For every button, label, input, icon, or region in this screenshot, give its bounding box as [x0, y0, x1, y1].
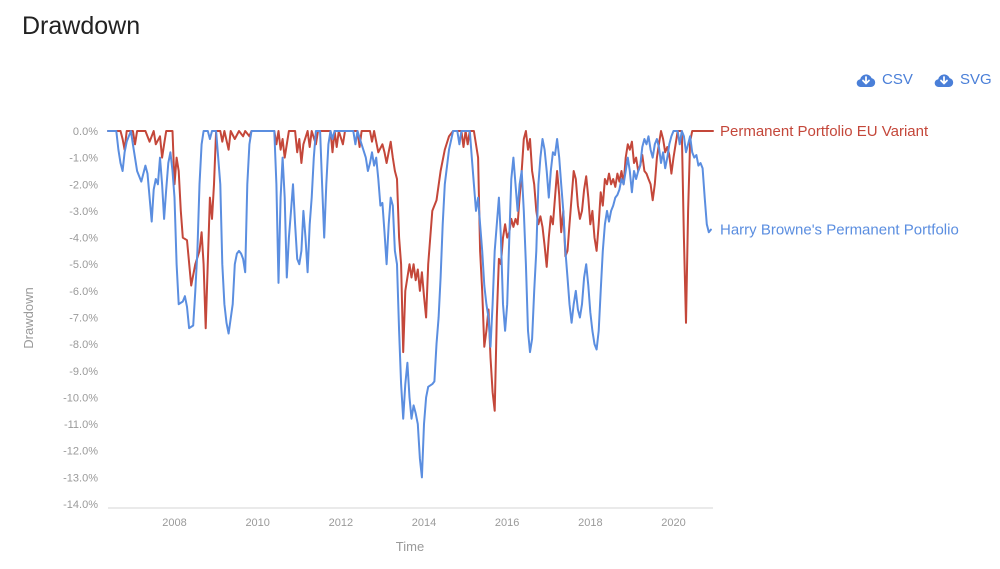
y-tick-label: -7.0%: [69, 313, 98, 325]
series-label-eu-variant: Permanent Portfolio EU Variant: [720, 123, 929, 140]
y-tick-label: -11.0%: [64, 419, 98, 431]
svg-download-button[interactable]: SVG: [933, 71, 992, 88]
x-axis: 2008 2010 2012 2014 2016 2018 2020: [108, 507, 713, 529]
x-tick-label: 2020: [661, 517, 685, 529]
y-tick-label: -9.0%: [69, 366, 98, 378]
y-tick-label: -4.0%: [69, 233, 98, 245]
series-line-eu-variant: [107, 130, 714, 412]
x-tick-label: 2018: [578, 517, 602, 529]
y-tick-label: -8.0%: [69, 339, 98, 351]
x-tick-label: 2010: [245, 517, 269, 529]
x-tick-label: 2016: [495, 517, 519, 529]
x-tick-label: 2012: [329, 517, 353, 529]
y-tick-label: -12.0%: [63, 446, 98, 458]
x-tick-label: 2008: [162, 517, 186, 529]
y-tick-label: -2.0%: [69, 179, 98, 191]
series-label-harry-browne: Harry Browne's Permanent Portfolio: [720, 222, 959, 239]
x-tick-label: 2014: [412, 517, 436, 529]
y-tick-label: -3.0%: [69, 206, 98, 218]
cloud-download-icon: [934, 73, 954, 87]
y-tick-label: -14.0%: [63, 499, 98, 511]
series-labels: Permanent Portfolio EU Variant Harry Brow…: [720, 123, 959, 239]
csv-download-label: CSV: [882, 71, 913, 88]
y-axis-title: Drawdown: [21, 287, 36, 348]
svg-download-label: SVG: [960, 71, 992, 88]
y-tick-label: -6.0%: [69, 286, 98, 298]
x-axis-title: Time: [396, 539, 424, 554]
y-tick-label: -13.0%: [63, 472, 98, 484]
y-axis: 0.0% -1.0% -2.0% -3.0% -4.0% -5.0% -6.0% -7.0% -…: [63, 126, 98, 511]
y-tick-label: -10.0%: [63, 392, 98, 404]
chart-title: Drawdown: [22, 12, 141, 40]
csv-download-button[interactable]: CSV: [855, 71, 913, 88]
y-tick-label: 0.0%: [73, 126, 98, 138]
y-tick-label: -1.0%: [69, 153, 98, 165]
y-tick-label: -5.0%: [69, 259, 98, 271]
series-lines: [107, 130, 714, 479]
series-line-harry-browne: [107, 130, 712, 479]
cloud-download-icon: [856, 73, 876, 87]
